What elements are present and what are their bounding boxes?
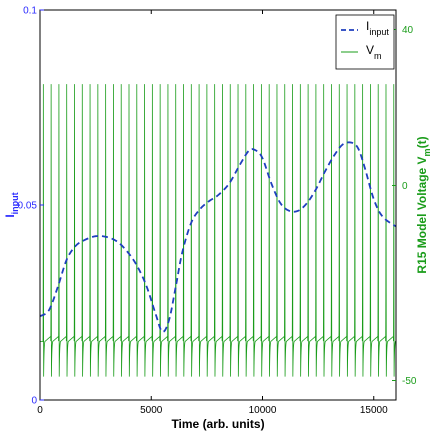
right-y-tick-label: 40 xyxy=(402,25,414,36)
left-axis-title: Iinput xyxy=(3,192,20,217)
series-line-vm xyxy=(40,84,396,377)
series-line-input xyxy=(40,141,396,333)
right-y-tick-label: -50 xyxy=(402,376,417,387)
left-y-tick-label: 0 xyxy=(31,396,37,407)
legend-label-vm: Vm xyxy=(366,43,382,61)
legend-label-input: Iinput xyxy=(366,19,389,37)
right-y-tick-label: 0 xyxy=(402,181,408,192)
x-tick-label: 0 xyxy=(37,405,43,416)
right-axis-title: R15 Model Voltage Vm(t) xyxy=(415,136,432,273)
x-tick-label: 15000 xyxy=(360,405,388,416)
x-axis-title: Time (arb. units) xyxy=(171,417,264,431)
left-y-tick-label: 0.05 xyxy=(18,201,38,212)
legend-box xyxy=(335,14,395,70)
left-y-tick-label: 0.1 xyxy=(23,6,37,17)
x-tick-label: 10000 xyxy=(249,405,277,416)
x-tick-label: 5000 xyxy=(140,405,163,416)
legend: Iinput Vm xyxy=(335,14,395,70)
